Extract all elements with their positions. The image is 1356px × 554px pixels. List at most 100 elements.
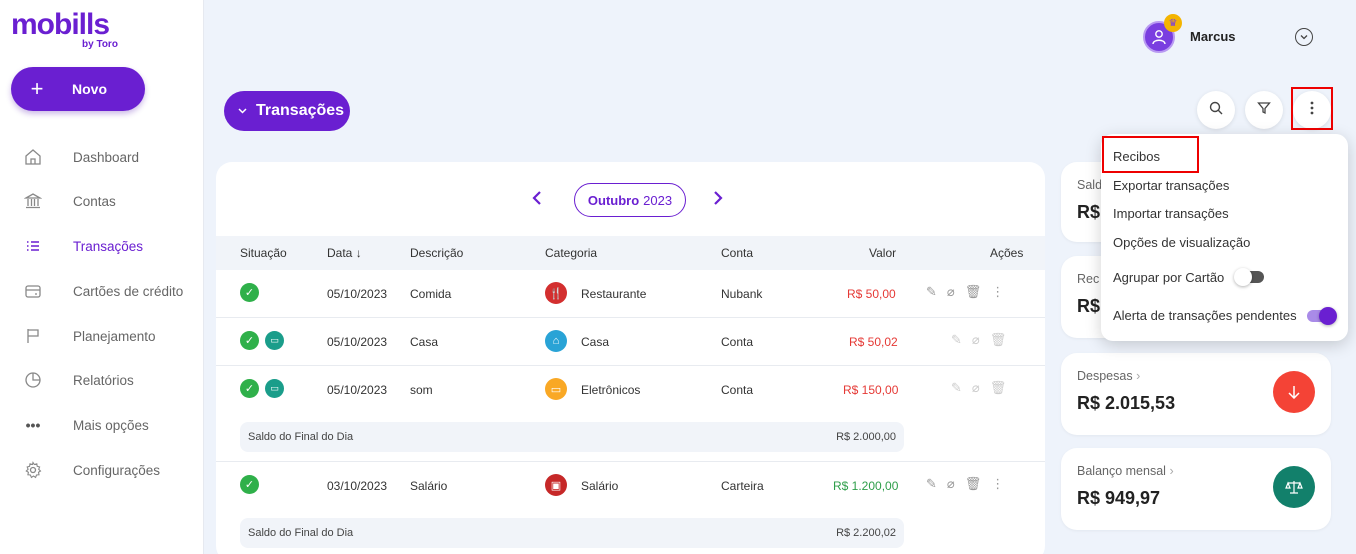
row-actions: ✎ ⌀ 🗑 ⋮ bbox=[926, 476, 1004, 492]
day-balance: Saldo do Final do Dia R$ 2.000,00 bbox=[240, 422, 904, 452]
income-title: Rec bbox=[1077, 272, 1100, 286]
sidebar-item-mais-opcoes[interactable]: ••• Mais opções bbox=[0, 410, 204, 440]
row-actions: ✎ ⌀ 🗑 bbox=[951, 380, 1006, 396]
attachment-icon[interactable]: ⌀ bbox=[971, 380, 980, 395]
pending-alert-toggle[interactable] bbox=[1307, 307, 1337, 325]
header-date-label: Data bbox=[327, 246, 353, 260]
menu-item-recibos[interactable]: Recibos bbox=[1113, 149, 1160, 164]
sidebar-item-configuracoes[interactable]: Configurações bbox=[0, 455, 204, 485]
row-description: Comida bbox=[410, 287, 452, 301]
chevron-right-icon: › bbox=[1136, 369, 1141, 383]
flag-icon bbox=[22, 325, 44, 347]
chevron-down-icon[interactable] bbox=[1295, 28, 1313, 46]
table-header: Situação Data ↓ Descrição Categoria Cont… bbox=[216, 236, 1045, 270]
check-icon[interactable]: ✓ bbox=[240, 331, 259, 350]
expenses-card[interactable]: Despesas › R$ 2.015,53 bbox=[1061, 353, 1331, 435]
restaurant-icon: 🍴 bbox=[545, 282, 567, 304]
month-selector[interactable]: Outubro 2023 bbox=[574, 183, 686, 217]
header-category[interactable]: Categoria bbox=[545, 246, 598, 260]
row-description: Casa bbox=[410, 335, 439, 349]
header-date[interactable]: Data ↓ bbox=[327, 246, 362, 260]
recibos-highlight bbox=[1102, 136, 1199, 173]
row-date: 05/10/2023 bbox=[327, 287, 388, 301]
menu-item-view-options[interactable]: Opções de visualização bbox=[1113, 235, 1251, 250]
day-balance-value: R$ 2.200,02 bbox=[836, 527, 896, 539]
toggle-knob bbox=[1319, 307, 1337, 325]
logo[interactable]: mobills by Toro bbox=[11, 10, 118, 51]
transactions-card: Outubro 2023 Situação Data ↓ Descrição C… bbox=[216, 162, 1045, 554]
table-row[interactable]: ✓ 03/10/2023 Salário ▣ Salário Carteira … bbox=[216, 462, 1045, 510]
more-options-button[interactable] bbox=[1293, 91, 1331, 129]
row-account: Carteira bbox=[721, 479, 764, 493]
edit-icon[interactable]: ✎ bbox=[951, 332, 962, 347]
more-horizontal-icon: ••• bbox=[25, 417, 41, 433]
avatar[interactable] bbox=[1143, 21, 1175, 53]
row-category: Eletrônicos bbox=[581, 383, 641, 397]
group-card-toggle[interactable] bbox=[1234, 268, 1264, 286]
balance-title: Sald bbox=[1077, 178, 1103, 192]
row-account: Conta bbox=[721, 383, 754, 397]
row-account: Conta bbox=[721, 335, 754, 349]
header-value[interactable]: Valor bbox=[869, 246, 897, 260]
header-status[interactable]: Situação bbox=[240, 246, 287, 260]
sidebar-item-transacoes[interactable]: Transações bbox=[0, 231, 204, 261]
row-date: 05/10/2023 bbox=[327, 335, 388, 349]
header-description[interactable]: Descrição bbox=[410, 246, 464, 260]
sidebar-item-planejamento[interactable]: Planejamento bbox=[0, 321, 204, 351]
credit-card-icon: ▭ bbox=[265, 331, 284, 350]
row-description: som bbox=[410, 383, 433, 397]
attachment-icon[interactable]: ⌀ bbox=[946, 476, 955, 491]
sidebar-item-relatorios[interactable]: Relatórios bbox=[0, 365, 204, 395]
table-row[interactable]: ✓ ▭ 05/10/2023 Casa ⌂ Casa Conta R$ 50,0… bbox=[216, 318, 1045, 366]
next-month-button[interactable] bbox=[713, 189, 723, 212]
divider bbox=[216, 461, 1045, 462]
previous-month-button[interactable] bbox=[532, 189, 542, 212]
new-button[interactable]: + Novo bbox=[11, 67, 145, 111]
search-button[interactable] bbox=[1197, 91, 1235, 129]
trash-icon[interactable]: 🗑 bbox=[964, 284, 982, 299]
sidebar-item-label: Contas bbox=[73, 193, 116, 209]
more-vertical-icon[interactable]: ⋮ bbox=[991, 284, 1005, 299]
pie-chart-icon bbox=[22, 369, 44, 391]
row-value: R$ 50,00 bbox=[847, 287, 896, 301]
menu-item-import[interactable]: Importar transações bbox=[1113, 206, 1229, 221]
sidebar-item-label: Dashboard bbox=[73, 149, 140, 165]
transactions-dropdown-button[interactable]: Transações bbox=[224, 91, 350, 131]
attachment-icon[interactable]: ⌀ bbox=[971, 332, 980, 347]
monthly-balance-value: R$ 949,97 bbox=[1077, 488, 1161, 508]
more-vertical-icon[interactable]: ⋮ bbox=[991, 476, 1005, 491]
trash-icon[interactable]: 🗑 bbox=[989, 380, 1007, 395]
check-icon[interactable]: ✓ bbox=[240, 379, 259, 398]
header-actions: Ações bbox=[990, 246, 1024, 260]
table-row[interactable]: ✓ 05/10/2023 Comida 🍴 Restaurante Nubank… bbox=[216, 270, 1045, 318]
sidebar-item-dashboard[interactable]: Dashboard bbox=[0, 142, 204, 172]
sidebar-item-contas[interactable]: Contas bbox=[0, 186, 204, 216]
row-category: Casa bbox=[581, 335, 610, 349]
check-icon[interactable]: ✓ bbox=[240, 283, 259, 302]
monitor-icon: ▭ bbox=[545, 378, 567, 400]
check-icon[interactable]: ✓ bbox=[240, 475, 259, 494]
list-icon bbox=[22, 235, 44, 257]
day-balance-label: Saldo do Final do Dia bbox=[248, 527, 354, 539]
menu-item-export[interactable]: Exportar transações bbox=[1113, 178, 1230, 193]
edit-icon[interactable]: ✎ bbox=[951, 380, 962, 395]
home-icon bbox=[22, 146, 44, 168]
expenses-title: Despesas › bbox=[1077, 369, 1140, 383]
sidebar-item-label: Relatórios bbox=[73, 372, 134, 388]
more-button-highlight bbox=[1291, 87, 1333, 130]
search-icon bbox=[1209, 101, 1223, 120]
header-account[interactable]: Conta bbox=[721, 246, 754, 260]
table-row[interactable]: ✓ ▭ 05/10/2023 som ▭ Eletrônicos Conta R… bbox=[216, 366, 1045, 414]
attachment-icon[interactable]: ⌀ bbox=[946, 284, 955, 299]
filter-button[interactable] bbox=[1245, 91, 1283, 129]
sidebar-item-label: Configurações bbox=[73, 462, 161, 478]
monthly-balance-card[interactable]: Balanço mensal › R$ 949,97 bbox=[1061, 448, 1331, 530]
crown-icon: ♛ bbox=[1164, 14, 1182, 32]
edit-icon[interactable]: ✎ bbox=[926, 284, 937, 299]
income-value: R$ bbox=[1077, 296, 1101, 316]
sidebar-item-cartoes[interactable]: Cartões de crédito bbox=[0, 276, 204, 306]
monthly-balance-title-label: Balanço mensal bbox=[1077, 464, 1166, 478]
edit-icon[interactable]: ✎ bbox=[926, 476, 937, 491]
trash-icon[interactable]: 🗑 bbox=[989, 332, 1007, 347]
trash-icon[interactable]: 🗑 bbox=[964, 476, 982, 491]
